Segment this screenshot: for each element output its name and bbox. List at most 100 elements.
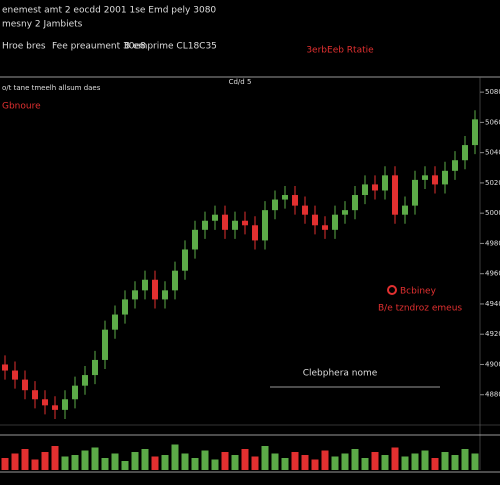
candle-body <box>232 220 238 230</box>
volume-bar <box>31 459 39 470</box>
candle-body <box>32 390 38 400</box>
volume-bar <box>431 458 439 470</box>
y-tick-label: 4940 <box>485 300 500 308</box>
candle-body <box>382 175 388 191</box>
candle-body <box>22 379 28 391</box>
legend-item: Fee preaument 30e8 <box>52 42 146 52</box>
volume-bar <box>421 450 429 470</box>
top-label: Cd/d 5 <box>229 78 252 86</box>
candle-body <box>222 214 228 230</box>
volume-bar <box>311 459 319 470</box>
volume-bar <box>181 453 189 470</box>
volume-bar <box>251 456 259 470</box>
candle-body <box>242 220 248 226</box>
volume-bar <box>371 452 379 470</box>
volume-bar <box>51 446 59 470</box>
candle-body <box>442 170 448 185</box>
volume-bar <box>261 446 269 470</box>
candle-body <box>2 364 8 371</box>
candle-body <box>172 270 178 291</box>
volume-bar <box>401 456 409 470</box>
candle-body <box>332 214 338 230</box>
volume-bar <box>361 458 369 470</box>
annotation: Gbnoure <box>2 102 41 112</box>
volume-bar <box>101 458 109 470</box>
volume-bar <box>321 450 329 470</box>
candle-body <box>472 119 478 146</box>
candle-body <box>272 199 278 211</box>
y-tick-label: 4980 <box>485 239 500 247</box>
candle-body <box>122 299 128 315</box>
y-tick-label: 5080 <box>485 88 500 96</box>
candle-body <box>352 195 358 211</box>
candle-body <box>182 249 188 271</box>
subline: o/t tane tmeelh allsum daes <box>2 84 101 92</box>
volume-bar <box>201 450 209 470</box>
candle-body <box>342 210 348 215</box>
volume-bar <box>1 458 9 470</box>
volume-bar <box>221 452 229 470</box>
candle-body <box>422 175 428 180</box>
volume-bar <box>191 458 199 470</box>
volume-bar <box>71 455 79 470</box>
volume-bar <box>111 453 119 470</box>
candle-body <box>462 145 468 161</box>
header-line: enemest amt 2 eocdd 2001 1se Emd pely 30… <box>2 6 216 16</box>
volume-bar <box>41 452 49 470</box>
y-tick-label: 5020 <box>485 179 500 187</box>
header-line: mesny 2 Jambiets <box>2 20 83 30</box>
candle-body <box>12 370 18 380</box>
annotation: Bcbiney <box>400 287 437 297</box>
candle-body <box>82 375 88 386</box>
volume-bar <box>131 452 139 470</box>
volume-bar <box>271 453 279 470</box>
volume-bar <box>331 456 339 470</box>
volume-bar <box>91 447 99 470</box>
volume-bar <box>231 455 239 470</box>
volume-bar <box>291 452 299 470</box>
y-tick-label: 5000 <box>485 209 500 217</box>
y-tick-label: 5060 <box>485 118 500 126</box>
y-tick-label: 4880 <box>485 391 500 399</box>
y-tick-label: 4960 <box>485 270 500 278</box>
candle-body <box>312 214 318 226</box>
volume-bar <box>411 453 419 470</box>
candle-body <box>102 329 108 360</box>
volume-bar <box>281 458 289 470</box>
candle-body <box>52 405 58 410</box>
volume-bar <box>171 444 179 470</box>
candle-body <box>192 229 198 250</box>
y-tick-label: 4920 <box>485 330 500 338</box>
candle-body <box>152 279 158 300</box>
volume-bar <box>141 449 149 470</box>
legend-item: B emprime CL18C35 <box>124 42 217 52</box>
volume-bar <box>161 455 169 470</box>
volume-bar <box>461 449 469 470</box>
volume-bar <box>61 456 69 470</box>
candle-body <box>62 399 68 410</box>
y-tick-label: 5040 <box>485 149 500 157</box>
volume-bar <box>21 449 29 470</box>
candle-body <box>92 359 98 376</box>
candle-body <box>402 205 408 215</box>
candle-body <box>432 175 438 185</box>
volume-bar <box>301 455 309 470</box>
volume-bar <box>471 453 479 470</box>
candle-body <box>362 184 368 196</box>
candle-body <box>282 195 288 200</box>
candle-body <box>132 290 138 300</box>
annotation: B/e tzndroz emeus <box>378 304 462 314</box>
badge: 3erbEeb Rtatie <box>306 46 374 56</box>
volume-bar <box>11 453 19 470</box>
candle-body <box>392 175 398 215</box>
y-tick-label: 4900 <box>485 360 500 368</box>
candle-body <box>72 385 78 400</box>
candle-body <box>142 279 148 291</box>
volume-bar <box>451 455 459 470</box>
volume-bar <box>391 447 399 470</box>
legend-item: Hroe bres <box>2 42 46 52</box>
candle-body <box>112 314 118 330</box>
candle-body <box>162 290 168 300</box>
volume-bar <box>441 452 449 470</box>
